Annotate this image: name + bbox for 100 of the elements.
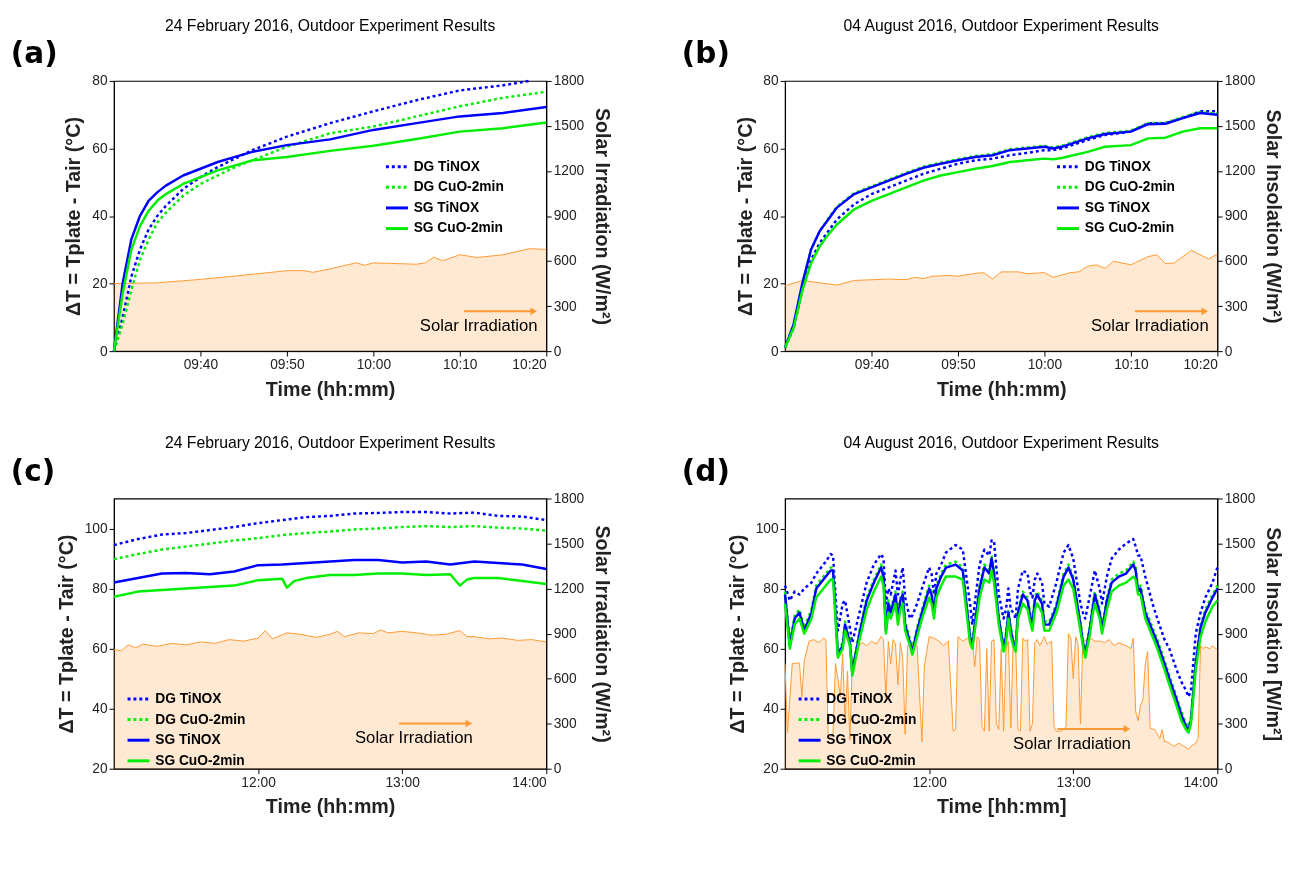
y2-tick-label: 1200 xyxy=(1224,581,1256,596)
annotation: Solar Irradiation xyxy=(354,728,473,748)
legend-label: DG TiNOX xyxy=(155,690,223,706)
legend-label: DG TiNOX xyxy=(1084,158,1152,174)
y2-tick-label: 300 xyxy=(553,716,577,732)
y2-tick-label: 1500 xyxy=(553,118,585,134)
y-tick-label: 80 xyxy=(763,73,779,89)
x-tick-label: 10:10 xyxy=(443,357,478,373)
y-tick-label: 20 xyxy=(763,761,779,777)
y-tick-label: 0 xyxy=(99,343,108,359)
x-tick-label: 09:40 xyxy=(183,357,219,373)
y-axis-title: ΔT = Tplate - Tair (°C) xyxy=(725,534,748,734)
x-tick-label: 14:00 xyxy=(512,774,548,790)
y-tick-label: 40 xyxy=(92,701,108,717)
y2-tick-label: 1500 xyxy=(1224,535,1256,551)
legend-label: SG CuO-2min xyxy=(413,220,504,236)
y2-tick-label: 600 xyxy=(1224,671,1249,687)
x-axis-title: Time (hh:mm) xyxy=(936,377,1067,400)
chart-title: 04 August 2016, Outdoor Experiment Results xyxy=(843,434,1160,452)
legend-label: SG TiNOX xyxy=(413,199,480,215)
line-series xyxy=(112,524,548,561)
y-tick-label: 20 xyxy=(92,276,108,292)
text: (a) xyxy=(10,36,58,71)
chart-title: 24 February 2016, Outdoor Experiment Results xyxy=(164,434,496,452)
legend-label: SG TiNOX xyxy=(155,732,222,748)
y2-tick-label: 1500 xyxy=(1224,118,1256,134)
text: (c) xyxy=(10,453,56,488)
y-tick-label: 100 xyxy=(84,520,108,536)
line-series xyxy=(112,572,548,598)
legend-label: DG TiNOX xyxy=(413,158,481,174)
legend-label: SG TiNOX xyxy=(826,732,893,748)
y-tick-label: 40 xyxy=(92,208,108,224)
annotation: Solar Irradiation xyxy=(419,315,538,335)
y-tick-label: 0 xyxy=(770,343,779,359)
x-tick-label: 13:00 xyxy=(1056,774,1092,790)
y2-tick-label: 1800 xyxy=(553,73,585,89)
y2-axis-title: Solar Insolation [W/m²] xyxy=(1263,527,1286,742)
y-tick-label: 60 xyxy=(763,140,779,156)
y2-tick-label: 0 xyxy=(1224,761,1233,777)
y2-tick-label: 300 xyxy=(1224,298,1249,314)
x-tick-label: 09:40 xyxy=(854,357,890,373)
y-tick-label: 60 xyxy=(763,641,779,657)
legend-label: DG CuO-2min xyxy=(155,711,246,727)
y-tick-label: 40 xyxy=(763,701,779,717)
x-tick-label: 09:50 xyxy=(270,357,305,373)
y-tick-label: 80 xyxy=(92,581,108,596)
y2-axis-title: Solar Irradiation (W/m²) xyxy=(592,525,615,743)
x-tick-label: 10:00 xyxy=(356,357,392,373)
y2-tick-label: 0 xyxy=(1224,343,1233,359)
y2-tick-label: 600 xyxy=(1224,253,1249,269)
y2-tick-label: 1500 xyxy=(553,535,585,551)
annotation: Solar Irradiation xyxy=(1013,733,1131,753)
x-tick-label: 10:20 xyxy=(1183,357,1219,373)
y2-tick-label: 1800 xyxy=(553,490,585,506)
y-tick-label: 80 xyxy=(92,73,108,89)
y2-tick-label: 600 xyxy=(553,671,577,687)
legend-label: SG CuO-2min xyxy=(1084,220,1175,236)
y2-tick-label: 900 xyxy=(1224,208,1249,224)
y2-tick-label: 900 xyxy=(553,208,577,224)
annotation: Solar Irradiation xyxy=(1090,315,1209,335)
y2-tick-label: 0 xyxy=(553,761,562,777)
y2-axis-title: Solar Insolation (W/m²) xyxy=(1263,109,1286,324)
text: (b) xyxy=(681,36,730,71)
y-axis-title: ΔT = Tplate - Tair (°C) xyxy=(62,117,85,316)
y2-tick-label: 1800 xyxy=(1224,73,1256,89)
y2-tick-label: 1200 xyxy=(553,581,585,596)
y-axis-title: ΔT = Tplate - Tair (°C) xyxy=(733,117,756,316)
legend-label: SG CuO-2min xyxy=(155,752,245,768)
legend-label: SG CuO-2min xyxy=(826,752,916,768)
text: (d) xyxy=(681,453,730,488)
y-tick-label: 80 xyxy=(763,581,779,596)
y-tick-label: 20 xyxy=(92,761,108,777)
y2-tick-label: 1200 xyxy=(553,163,585,179)
x-tick-label: 09:50 xyxy=(941,357,976,373)
legend-label: DG CuO-2min xyxy=(413,179,504,195)
x-tick-label: 12:00 xyxy=(912,774,948,790)
y2-tick-label: 300 xyxy=(1224,716,1249,732)
y-tick-label: 60 xyxy=(92,140,108,156)
y2-tick-label: 1200 xyxy=(1224,163,1256,179)
y-axis-title: ΔT = Tplate - Tair (°C) xyxy=(54,534,77,734)
y-tick-label: 40 xyxy=(763,208,779,224)
x-tick-label: 13:00 xyxy=(385,774,421,790)
legend-label: DG CuO-2min xyxy=(1084,179,1175,195)
y2-tick-label: 900 xyxy=(1224,626,1249,642)
chart-title: 04 August 2016, Outdoor Experiment Results xyxy=(843,16,1160,34)
y-tick-label: 100 xyxy=(755,520,779,536)
x-tick-label: 10:20 xyxy=(512,357,548,373)
y2-tick-label: 600 xyxy=(553,253,577,269)
x-tick-label: 14:00 xyxy=(1183,774,1219,790)
chart-title: 24 February 2016, Outdoor Experiment Results xyxy=(164,16,496,34)
line-series xyxy=(112,558,548,584)
legend-label: DG TiNOX xyxy=(826,690,894,706)
y-tick-label: 20 xyxy=(763,276,779,292)
x-axis-title: Time [hh:mm] xyxy=(936,795,1067,818)
x-axis-title: Time (hh:mm) xyxy=(265,795,396,818)
y2-tick-label: 900 xyxy=(553,626,577,642)
x-tick-label: 10:10 xyxy=(1114,357,1149,373)
y2-axis-title: Solar Irradiation (W/m²) xyxy=(592,107,615,326)
y2-tick-label: 0 xyxy=(553,343,562,359)
y2-tick-label: 300 xyxy=(553,298,577,314)
